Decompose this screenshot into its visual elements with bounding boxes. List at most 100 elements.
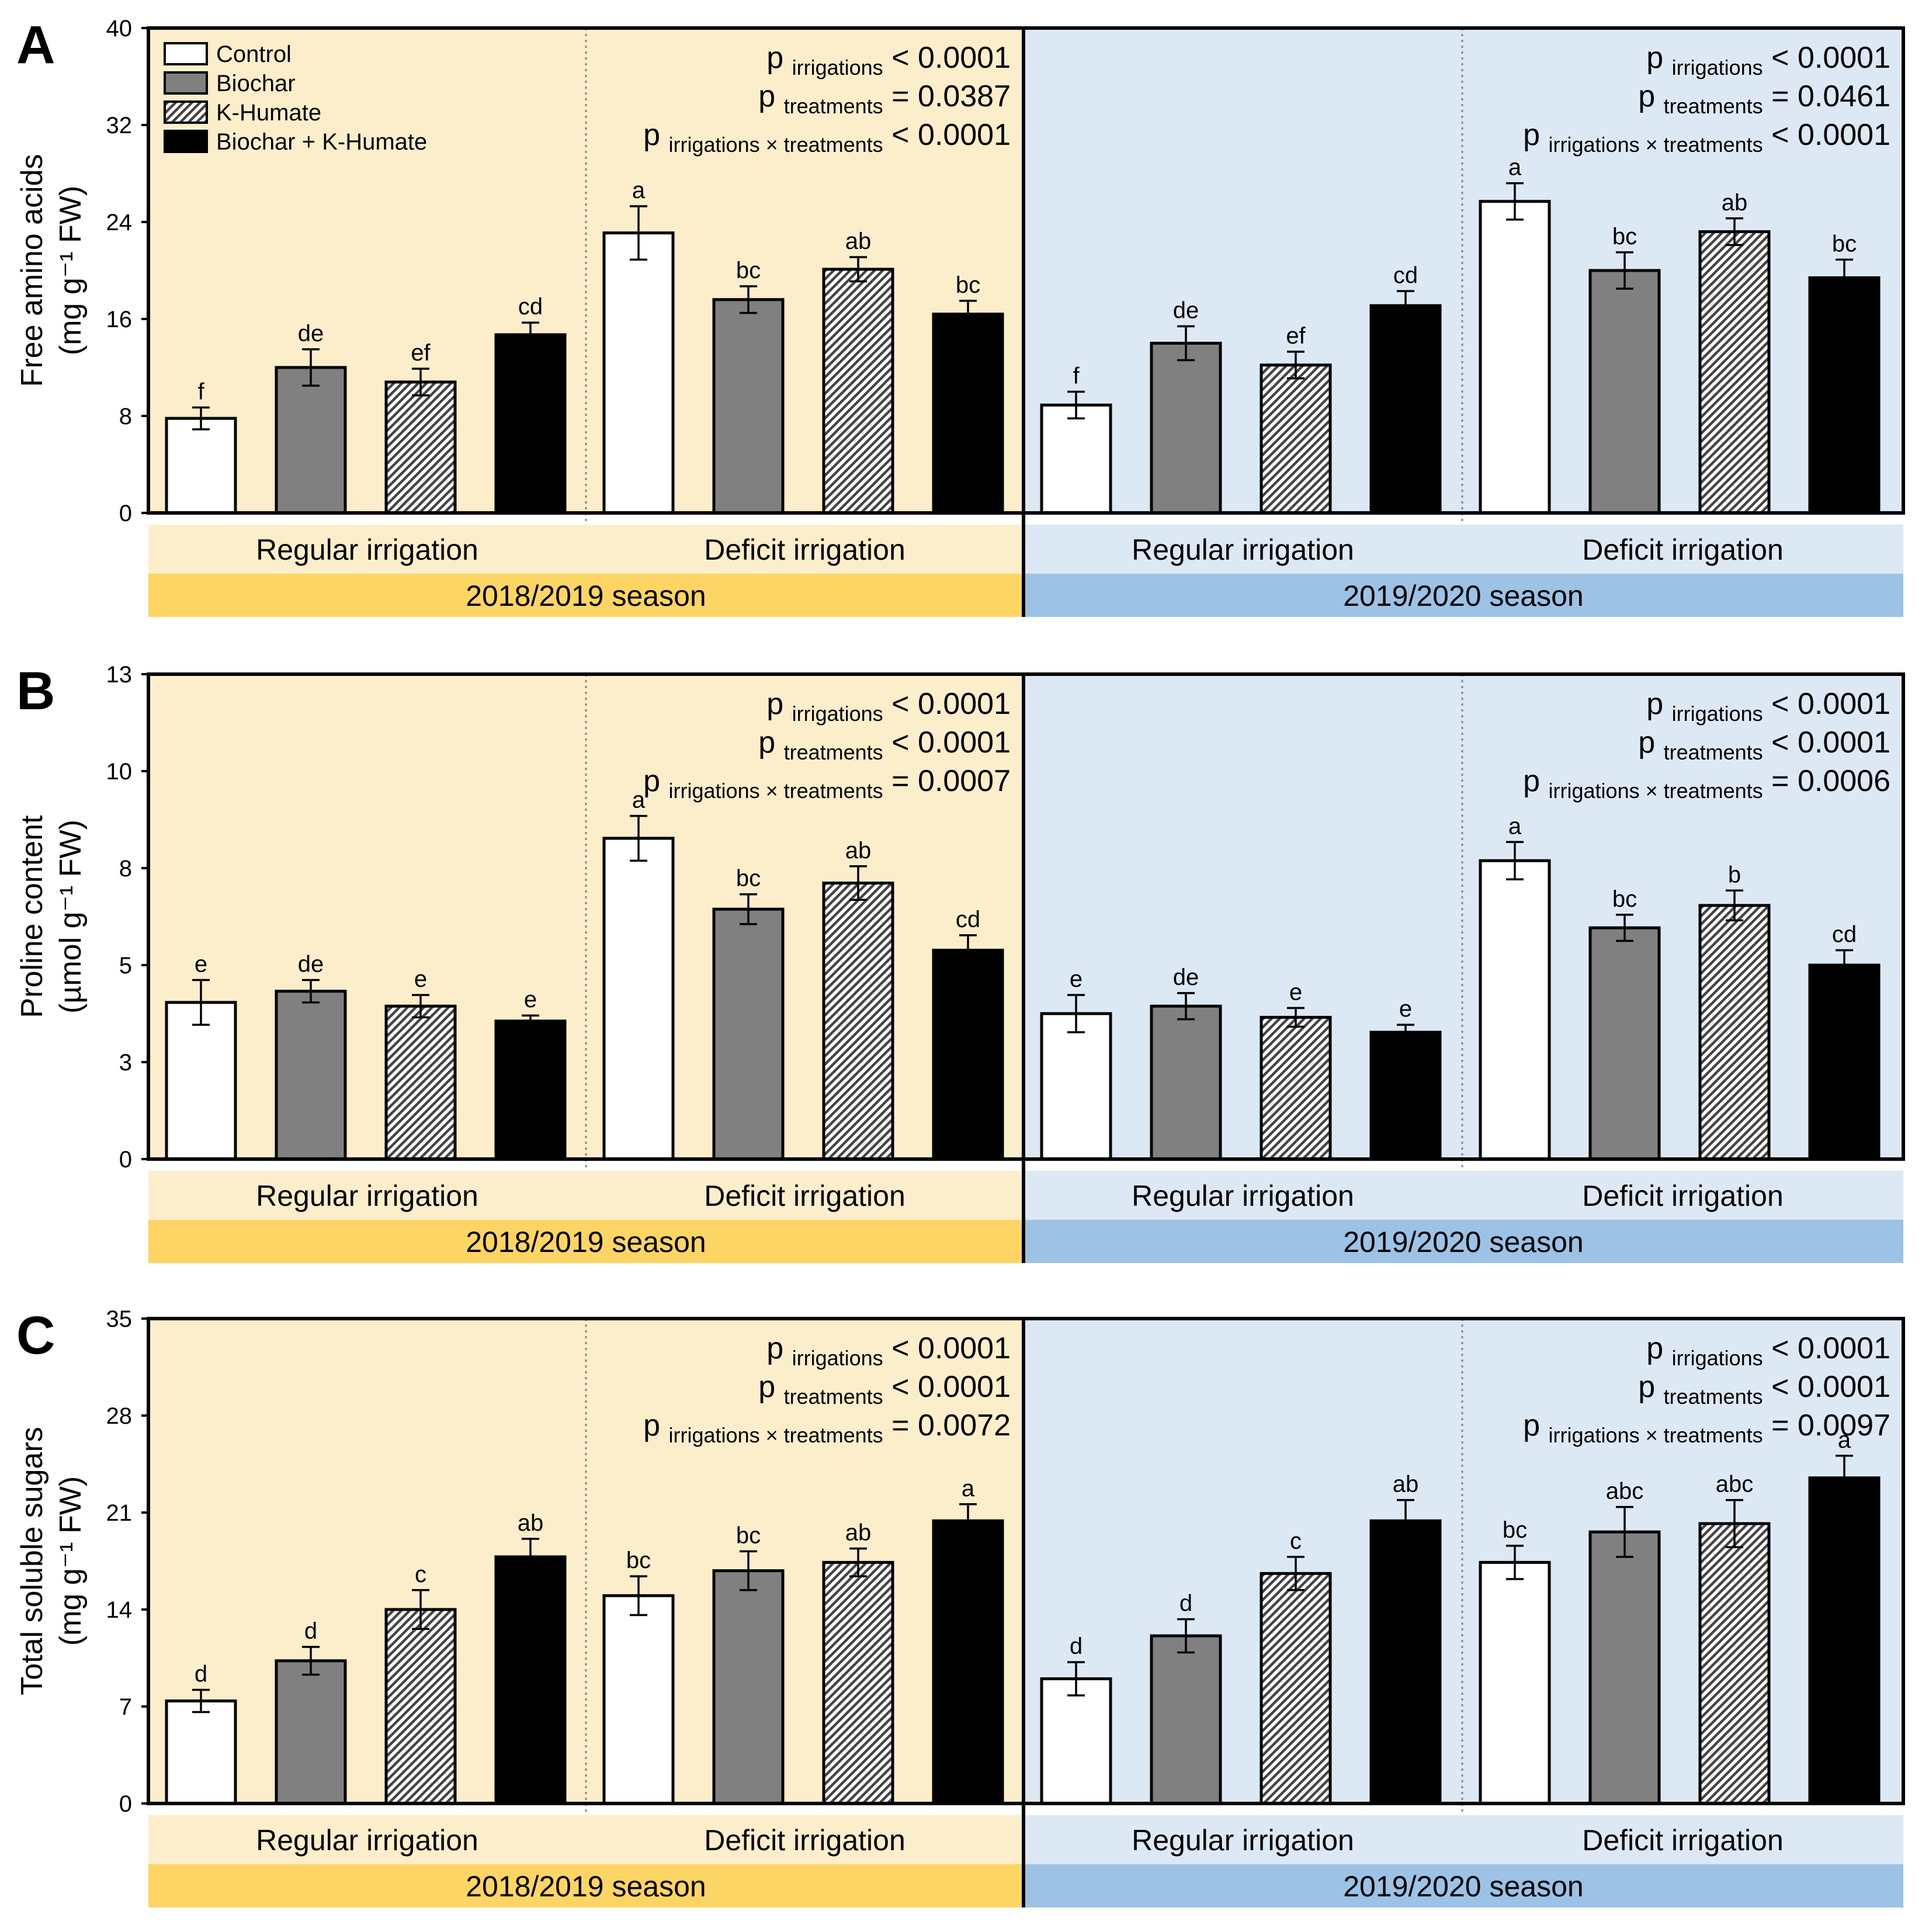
- season1-irrigation-band: [148, 525, 1024, 574]
- regular-irrigation-label: Regular irrigation: [1132, 1824, 1354, 1857]
- bar: [1588, 269, 1661, 515]
- p-value-line: p treatments = 0.0461: [1638, 79, 1890, 118]
- deficit-irrigation-label: Deficit irrigation: [704, 1824, 906, 1857]
- season2-irrigation-band: [1024, 1815, 1903, 1864]
- significance-letter: ab: [1393, 1472, 1419, 1497]
- significance-letter: e: [414, 966, 427, 992]
- bar: [165, 1699, 237, 1805]
- significance-letter: ab: [845, 838, 872, 863]
- significance-letter: bc: [1612, 886, 1637, 912]
- season2-irrigation-band: [1024, 1171, 1903, 1220]
- plot-frame: [147, 26, 1905, 515]
- bar: [275, 1659, 347, 1805]
- bar: [1150, 1004, 1222, 1161]
- legend-label-khumate: K-Humate: [216, 100, 321, 126]
- bar: [1150, 342, 1222, 515]
- regular-irrigation-label: Regular irrigation: [1132, 533, 1354, 566]
- significance-letter: c: [1290, 1528, 1302, 1554]
- y-axis-label: Total soluble sugars: [15, 1427, 49, 1695]
- y-axis-label: Proline content: [15, 815, 49, 1018]
- season1-season-band: [148, 1864, 1024, 1907]
- legend-swatch-control: [164, 42, 208, 65]
- significance-letter: e: [1070, 966, 1083, 992]
- p-value-line: p treatments < 0.0001: [1638, 1370, 1890, 1409]
- y-tick-label: 28: [106, 1403, 133, 1429]
- deficit-irrigation-label: Deficit irrigation: [1582, 533, 1784, 566]
- significance-letter: c: [415, 1562, 426, 1587]
- bar: [1698, 230, 1771, 515]
- significance-letter: e: [1289, 979, 1302, 1005]
- deficit-irrigation-label: Deficit irrigation: [704, 1180, 906, 1212]
- significance-letter: b: [1728, 862, 1741, 887]
- season2-label: 2019/2020 season: [1343, 580, 1583, 612]
- significance-letter: a: [1508, 155, 1522, 181]
- season2-season-band: [1024, 574, 1903, 617]
- significance-letter: de: [298, 321, 324, 346]
- season2-season-band: [1024, 1864, 1903, 1907]
- bar: [712, 1569, 785, 1805]
- p-value-line: p treatments = 0.0387: [758, 79, 1011, 118]
- y-tick-label: 0: [119, 1791, 132, 1817]
- significance-letter: d: [1070, 1633, 1083, 1659]
- bar: [1369, 1031, 1442, 1161]
- p-value-line: p irrigations < 0.0001: [766, 41, 1011, 79]
- legend: Control Biochar K-Humate Biochar + K-Humate: [164, 41, 427, 155]
- season1-label: 2018/2019 season: [466, 1870, 706, 1903]
- season2-irrigation-band: [1024, 525, 1903, 574]
- bar: [165, 1001, 237, 1161]
- bar: [1260, 1572, 1332, 1805]
- y-tick-label: 32: [106, 113, 133, 138]
- bar: [1040, 403, 1112, 515]
- legend-label-biochar_khumate: Biochar + K-Humate: [216, 129, 427, 155]
- legend-swatch-biochar: [164, 71, 208, 95]
- bar: [822, 1560, 894, 1805]
- y-tick-label: 7: [119, 1694, 132, 1720]
- y-tick-label: 40: [106, 16, 133, 41]
- bar: [1808, 963, 1881, 1161]
- p-value-line: p treatments < 0.0001: [758, 726, 1011, 764]
- y-tick-label: 16: [106, 307, 133, 332]
- significance-letter: de: [1173, 297, 1199, 323]
- y-tick-label: 13: [106, 662, 133, 688]
- deficit-irrigation-label: Deficit irrigation: [1582, 1824, 1784, 1857]
- p-value-line: p irrigations × treatments = 0.0072: [643, 1409, 1011, 1447]
- y-tick-label: 14: [106, 1597, 133, 1623]
- bar: [384, 1004, 457, 1161]
- significance-letter: de: [298, 952, 324, 977]
- y-tick-label: 3: [119, 1050, 132, 1076]
- significance-letter: ab: [845, 1520, 872, 1546]
- season2-label: 2019/2020 season: [1343, 1226, 1583, 1258]
- significance-letter: ab: [845, 228, 872, 254]
- significance-letter: bc: [736, 1522, 761, 1548]
- bar: [275, 990, 347, 1161]
- y-tick-label: 8: [119, 856, 132, 882]
- p-value-line: p irrigations < 0.0001: [766, 687, 1011, 726]
- bar: [494, 333, 567, 515]
- bar: [1698, 904, 1771, 1161]
- significance-letter: bc: [736, 866, 761, 892]
- significance-letter: bc: [736, 258, 761, 283]
- panel-B: Regular irrigation Deficit irrigation Regu…: [15, 661, 1905, 1263]
- y-axis-label-units: (µmol g⁻¹ FW): [54, 820, 88, 1014]
- bar: [602, 231, 675, 515]
- p-value-line: p irrigations × treatments = 0.0097: [1523, 1409, 1890, 1447]
- significance-letter: e: [524, 987, 537, 1012]
- p-value-line: p treatments < 0.0001: [1638, 726, 1890, 764]
- bar: [1369, 304, 1442, 515]
- significance-letter: bc: [1612, 224, 1637, 249]
- season2-season-band: [1024, 1220, 1903, 1263]
- bar: [494, 1555, 567, 1805]
- bar: [384, 1608, 457, 1805]
- bar: [602, 837, 675, 1161]
- significance-letter: a: [632, 178, 646, 203]
- season1-season-band: [148, 1220, 1024, 1263]
- regular-irrigation-label: Regular irrigation: [1132, 1180, 1354, 1212]
- season1-irrigation-band: [148, 1815, 1024, 1864]
- y-tick-label: 0: [119, 1147, 132, 1173]
- bar: [822, 882, 894, 1161]
- significance-letter: ab: [1722, 190, 1748, 216]
- p-value-line: p irrigations × treatments < 0.0001: [1523, 118, 1890, 157]
- p-value-line: p irrigations < 0.0001: [1646, 687, 1890, 726]
- bar: [1479, 859, 1551, 1161]
- bar: [1040, 1677, 1112, 1805]
